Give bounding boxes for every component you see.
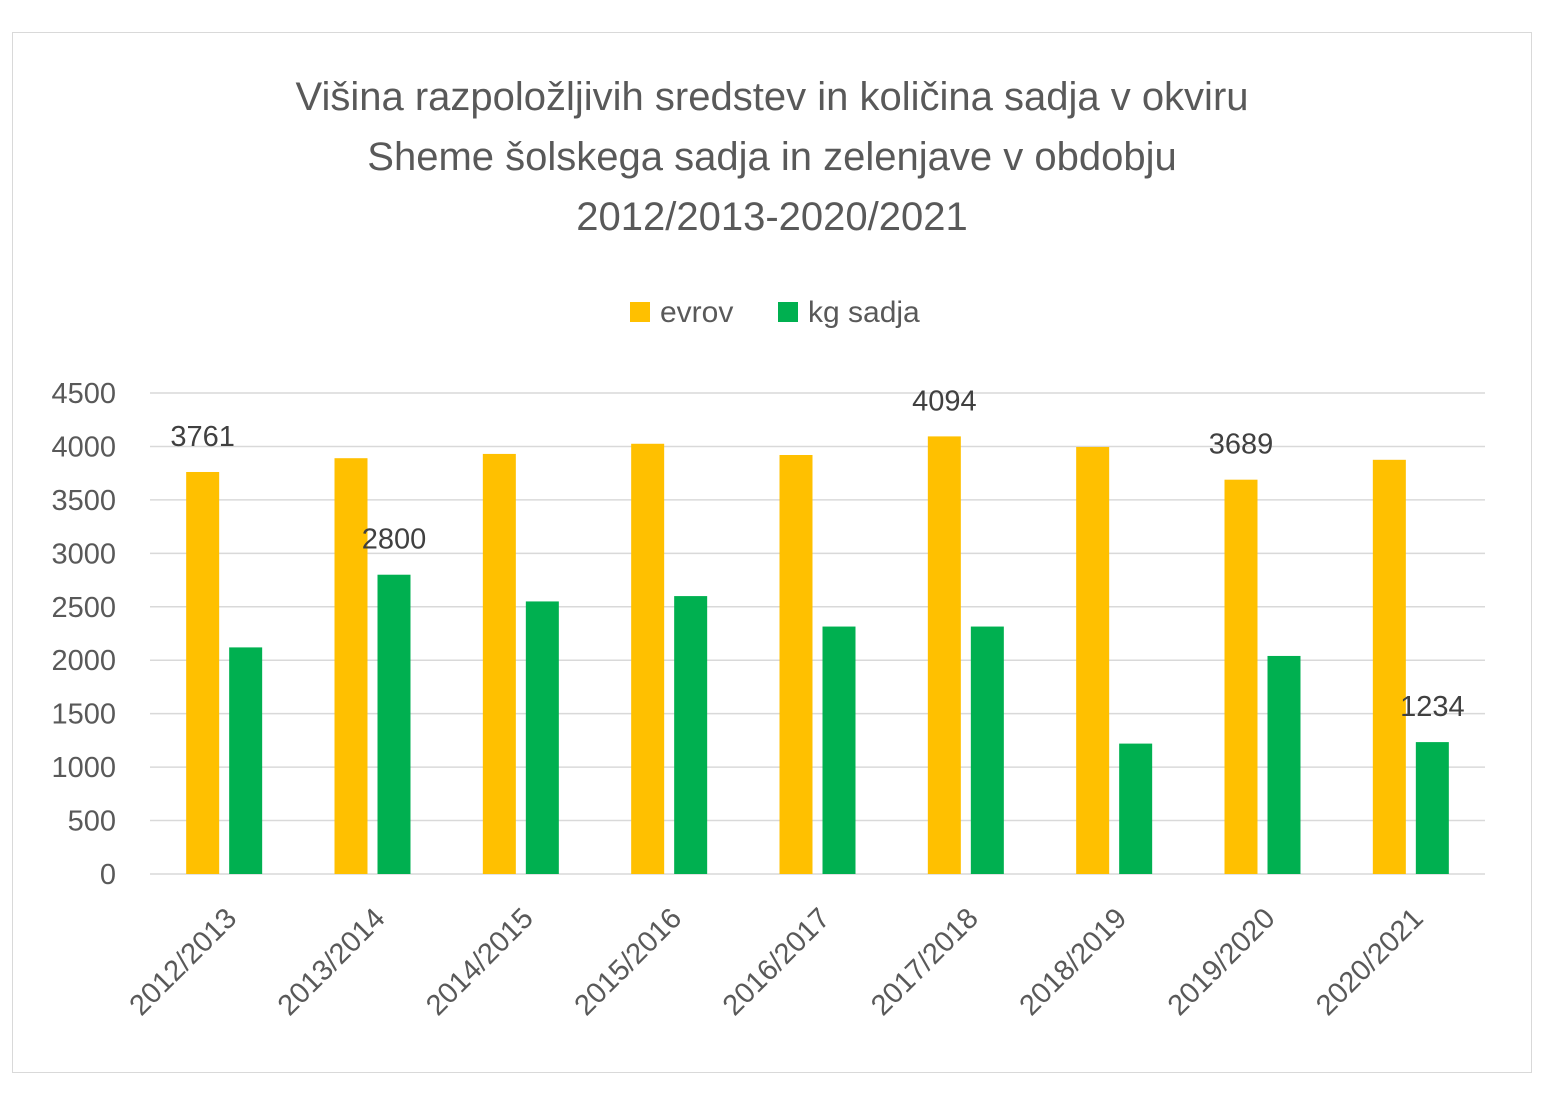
- bar-kg-sadja-2016-2017: [822, 626, 856, 874]
- legend-swatch-evrov: [630, 302, 650, 322]
- bar-evrov-2018-2019: [1076, 446, 1110, 874]
- y-tick-label: 4000: [51, 431, 116, 463]
- bar-kg-sadja-2020-2021: [1415, 742, 1449, 874]
- bar-kg-sadja-2014-2015: [525, 601, 559, 874]
- x-tick-label: 2016/2017: [717, 902, 837, 1022]
- y-tick-label: 1000: [51, 752, 116, 784]
- bar-evrov-2019-2020: [1224, 479, 1258, 874]
- x-axis: 2012/2013 2013/2014 2014/2015 2015/2016 2016…: [124, 902, 1430, 1022]
- gridlines: [150, 392, 1485, 875]
- bar-evrov-2013-2014: [334, 458, 368, 874]
- y-tick-label: 3000: [51, 538, 116, 570]
- data-label: 3761: [170, 421, 235, 453]
- bar-evrov-2015-2016: [631, 443, 665, 874]
- data-label: 4094: [912, 385, 977, 417]
- y-tick-label: 1500: [51, 699, 116, 731]
- data-label: 1234: [1400, 691, 1465, 723]
- y-tick-label: 0: [100, 859, 116, 891]
- bar-evrov-2017-2018: [927, 436, 961, 874]
- x-tick-label: 2018/2019: [1014, 902, 1134, 1022]
- chart-title-line-3: 2012/2013-2020/2021: [576, 195, 967, 239]
- x-tick-label: 2019/2020: [1162, 902, 1282, 1022]
- x-tick-label: 2015/2016: [569, 902, 689, 1022]
- bar-evrov-2014-2015: [482, 453, 516, 874]
- chart-title-line-1: Višina razpoložljivih sredstev in količi…: [295, 75, 1248, 119]
- x-tick-label: 2013/2014: [272, 902, 392, 1022]
- chart-frame: [12, 32, 1532, 1073]
- x-tick-label: 2020/2021: [1310, 902, 1430, 1022]
- legend-label-evrov: evrov: [660, 296, 733, 329]
- legend-swatch-kg-sadja: [778, 302, 798, 322]
- bars: [186, 436, 1449, 874]
- chart-title-line-2: Sheme šolskega sadja in zelenjave v obdo…: [367, 135, 1176, 179]
- bar-kg-sadja-2013-2014: [377, 574, 411, 874]
- data-labels: 3761 2800 4094 3689 1234: [170, 385, 1464, 723]
- legend-label-kg-sadja: kg sadja: [808, 296, 920, 329]
- bar-kg-sadja-2018-2019: [1119, 743, 1153, 874]
- y-tick-label: 2500: [51, 592, 116, 624]
- y-tick-label: 4500: [51, 378, 116, 410]
- y-axis: 0 500 1000 1500 2000 2500 3000 3500 4000 4500: [51, 378, 116, 891]
- x-tick-label: 2012/2013: [124, 902, 244, 1022]
- bar-kg-sadja-2019-2020: [1267, 655, 1301, 874]
- bar-evrov-2016-2017: [779, 454, 813, 874]
- legend: evrov kg sadja: [630, 296, 920, 329]
- x-tick-label: 2014/2015: [420, 902, 540, 1022]
- bar-kg-sadja-2012-2013: [229, 647, 263, 874]
- y-tick-label: 2000: [51, 645, 116, 677]
- bar-evrov-2020-2021: [1372, 459, 1406, 874]
- y-tick-label: 3500: [51, 485, 116, 517]
- x-tick-label: 2017/2018: [865, 902, 985, 1022]
- data-label: 2800: [362, 524, 427, 556]
- bar-kg-sadja-2017-2018: [970, 626, 1004, 874]
- bar-evrov-2012-2013: [186, 471, 220, 874]
- data-label: 3689: [1209, 429, 1274, 461]
- y-tick-label: 500: [68, 806, 116, 838]
- chart-title: Višina razpoložljivih sredstev in količi…: [295, 75, 1248, 239]
- bar-kg-sadja-2015-2016: [674, 596, 708, 874]
